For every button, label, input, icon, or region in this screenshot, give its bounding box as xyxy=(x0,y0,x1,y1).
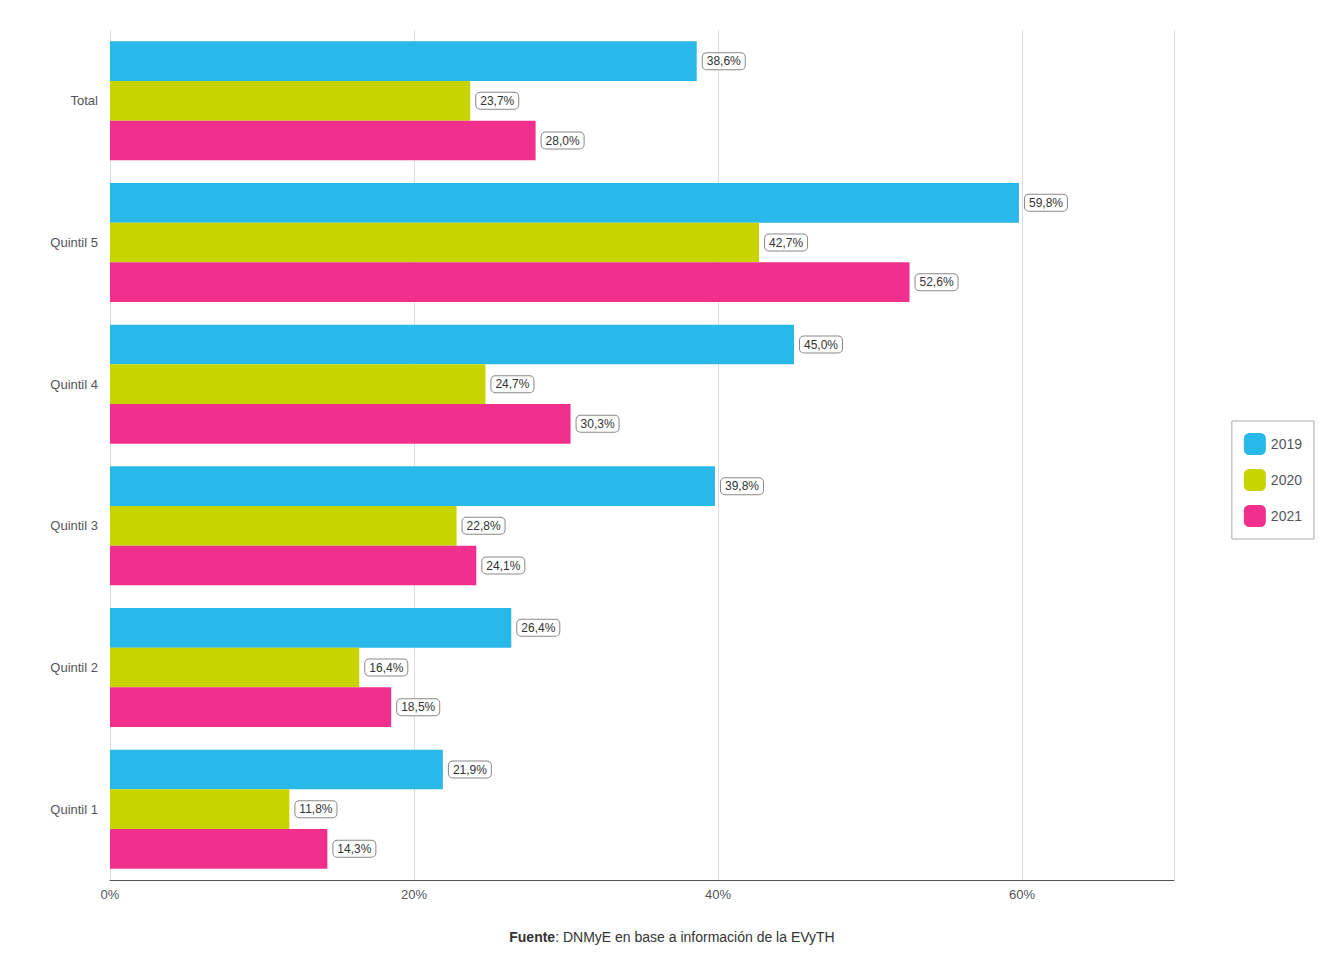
svg-text:24,1%: 24,1% xyxy=(486,559,520,573)
svg-text:Quintil 1: Quintil 1 xyxy=(50,802,98,817)
svg-text:: DNMyE en base a información: : DNMyE en base a información de la EVyT… xyxy=(555,929,835,945)
svg-text:Quintil 3: Quintil 3 xyxy=(50,518,98,533)
svg-text:30,3%: 30,3% xyxy=(581,417,615,431)
svg-text:11,8%: 11,8% xyxy=(299,802,332,816)
svg-text:14,3%: 14,3% xyxy=(337,842,371,856)
svg-text:42,7%: 42,7% xyxy=(769,236,803,250)
svg-text:21,9%: 21,9% xyxy=(453,763,487,777)
svg-text:52,6%: 52,6% xyxy=(920,275,954,289)
svg-text:24,7%: 24,7% xyxy=(495,377,529,391)
svg-text:2021: 2021 xyxy=(1271,508,1302,524)
svg-text:39,8%: 39,8% xyxy=(725,479,759,493)
svg-text:22,8%: 22,8% xyxy=(467,519,501,533)
svg-text:Quintil 5: Quintil 5 xyxy=(50,235,98,250)
svg-text:38,6%: 38,6% xyxy=(707,54,741,68)
svg-text:20%: 20% xyxy=(401,887,427,902)
svg-text:0%: 0% xyxy=(101,887,120,902)
svg-text:Quintil 4: Quintil 4 xyxy=(50,377,98,392)
svg-text:26,4%: 26,4% xyxy=(521,621,555,635)
svg-text:59,8%: 59,8% xyxy=(1029,196,1063,210)
svg-text:28,0%: 28,0% xyxy=(546,134,580,148)
svg-text:Quintil 2: Quintil 2 xyxy=(50,660,98,675)
svg-text:2019: 2019 xyxy=(1271,436,1302,452)
svg-text:16,4%: 16,4% xyxy=(369,661,403,675)
svg-text:60%: 60% xyxy=(1009,887,1035,902)
svg-text:Fuente: Fuente xyxy=(509,929,555,945)
svg-text:23,7%: 23,7% xyxy=(480,94,514,108)
svg-text:2020: 2020 xyxy=(1271,472,1302,488)
svg-text:45,0%: 45,0% xyxy=(804,338,838,352)
svg-text:40%: 40% xyxy=(705,887,731,902)
svg-text:Total: Total xyxy=(71,93,99,108)
svg-text:18,5%: 18,5% xyxy=(401,700,435,714)
